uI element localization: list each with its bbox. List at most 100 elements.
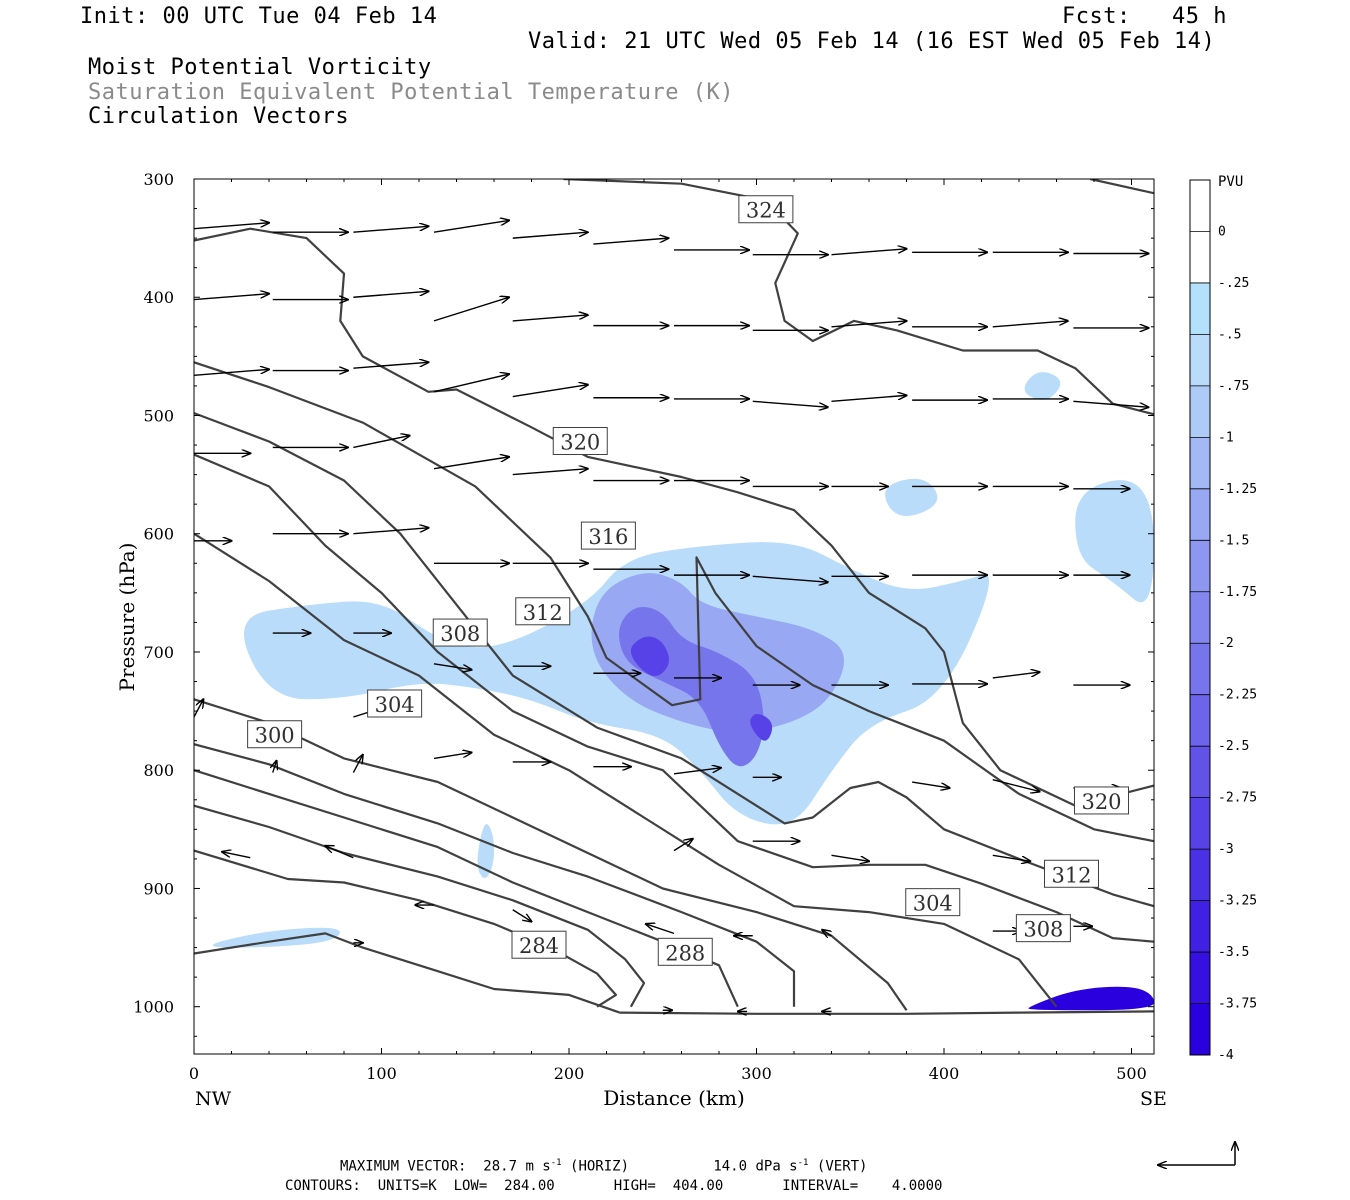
circulation-vector	[752, 400, 828, 407]
y-axis-label: Pressure (hPa)	[115, 543, 139, 692]
colorbar-swatch	[1190, 488, 1210, 541]
forecast-hour: Fcst: 45 h	[1062, 4, 1227, 29]
colorbar-swatch	[1190, 694, 1210, 747]
max-horiz-value: 28.7 m s	[483, 1158, 551, 1175]
circulation-vector	[194, 699, 203, 718]
colorbar-label: -1.75	[1218, 585, 1257, 600]
contour-label: 300	[255, 724, 295, 748]
contour-label-box	[511, 930, 567, 959]
x-tick-label: 300	[741, 1064, 772, 1083]
theta-contour	[1090, 179, 1154, 195]
circulation-vector	[353, 436, 409, 449]
contour-label: 304	[913, 892, 953, 916]
contour-label-box	[432, 618, 488, 647]
colorbar-swatch	[1190, 952, 1210, 1004]
circulation-vector	[433, 752, 472, 760]
circulation-vector	[646, 924, 675, 935]
axes: 300 400 500 600 700 800 900 1000 0 100 200 300 400 50…	[133, 170, 1154, 1083]
circulation-vector	[673, 768, 721, 775]
colorbar-label: -3	[1218, 842, 1234, 857]
contour-label: 320	[1081, 790, 1121, 814]
colorbar-swatch	[1190, 643, 1210, 695]
contour-label-box	[247, 720, 303, 749]
contour-labels: 324 320 316 312 308 304 300 284 288 304 308 312 320	[247, 195, 1129, 966]
contour-label-box	[552, 427, 608, 455]
contour-label-box	[367, 689, 423, 718]
colorbar-swatch	[1190, 591, 1210, 644]
init-time: Init: 00 UTC Tue 04 Feb 14	[80, 4, 438, 29]
x-tick-label: 200	[554, 1064, 585, 1083]
colorbar-swatch	[1190, 746, 1210, 798]
y-tick-label: 700	[143, 643, 174, 662]
circulation-vector	[273, 761, 277, 773]
contour-label: 316	[588, 525, 628, 549]
circulation-vector	[433, 374, 509, 393]
circulation-vector	[822, 930, 832, 936]
y-tick-label: 500	[143, 406, 174, 425]
colorbar-label: -3.5	[1218, 945, 1249, 960]
circulation-vector	[992, 854, 1031, 861]
circulation-vector	[353, 291, 428, 298]
circulation-vector	[512, 232, 588, 239]
colorbar: 0 -.25 -.5 -.75 -1 -1.25 -1.5 -1.75 -2 -2.25 -2.5 -…	[1189, 179, 1257, 1063]
theta-contour	[194, 532, 1058, 1008]
colorbar-swatch	[1190, 231, 1210, 283]
vert-tag: (VERT)	[816, 1158, 868, 1175]
vert-exponent: -1	[797, 1158, 809, 1168]
circulation-vector	[992, 778, 1040, 792]
colorbar-label: -1	[1218, 430, 1234, 445]
contour-label-box	[1044, 859, 1099, 888]
circulation-vector	[194, 369, 269, 376]
pv-region	[630, 636, 669, 676]
contour-label-box	[1015, 914, 1071, 943]
pv-shading	[212, 372, 1154, 1011]
x-axis-label: Distance (km)	[603, 1086, 745, 1110]
contour-label-box	[657, 937, 713, 966]
contour-label-box	[515, 597, 571, 626]
horiz-exponent: -1	[550, 1158, 562, 1168]
colorbar-label: -.75	[1218, 379, 1249, 394]
circulation-vector	[222, 852, 251, 859]
x-tick-label: 500	[1116, 1064, 1147, 1083]
x-tick-label: 400	[929, 1064, 960, 1083]
circulation-vector	[992, 321, 1068, 328]
theta-contour	[194, 804, 646, 1008]
circulation-vector	[831, 321, 907, 328]
colorbar-swatch	[1190, 540, 1210, 592]
contour-label: 324	[746, 199, 786, 223]
contour-label: 308	[1023, 918, 1063, 942]
contour-label: 284	[519, 934, 559, 958]
circulation-vector	[512, 315, 588, 322]
field-title-pv: Moist Potential Vorticity	[88, 55, 432, 80]
x-left-label: NW	[195, 1088, 232, 1110]
field-title-vectors: Circulation Vectors	[88, 104, 350, 129]
circulation-vectors	[194, 220, 1148, 1011]
contour-label: 320	[560, 431, 600, 455]
circulation-vector	[433, 297, 509, 322]
colorbar-label: -3.25	[1218, 894, 1257, 909]
circulation-vector	[512, 385, 588, 398]
theta-contour	[194, 743, 796, 1007]
colorbar-swatch	[1190, 1003, 1210, 1055]
colorbar-label: -4	[1218, 1048, 1234, 1063]
circulation-vector	[353, 226, 428, 233]
y-tick-label: 900	[143, 879, 174, 898]
y-tick-label: 400	[143, 288, 174, 307]
colorbar-swatch	[1190, 385, 1210, 438]
colorbar-swatch	[1190, 437, 1210, 489]
pv-region	[1028, 986, 1154, 1011]
pv-region	[750, 714, 773, 741]
y-tick-label: 800	[143, 761, 174, 780]
theta-contour	[194, 227, 1154, 807]
colorbar-label: -.5	[1218, 327, 1241, 342]
max-vector-line: MAXIMUM VECTOR: 28.7 m s-1 (HORIZ) 14.0 …	[340, 1158, 867, 1175]
colorbar-label: -2	[1218, 636, 1234, 651]
theta-contour	[619, 1010, 1154, 1015]
theta-contour	[194, 849, 617, 1008]
theta-contour	[194, 361, 1154, 843]
circulation-vector	[353, 528, 428, 535]
colorbar-swatch	[1190, 334, 1210, 386]
circulation-vector	[1073, 400, 1148, 407]
x-tick-label: 0	[189, 1064, 199, 1083]
circulation-vector	[325, 846, 354, 859]
